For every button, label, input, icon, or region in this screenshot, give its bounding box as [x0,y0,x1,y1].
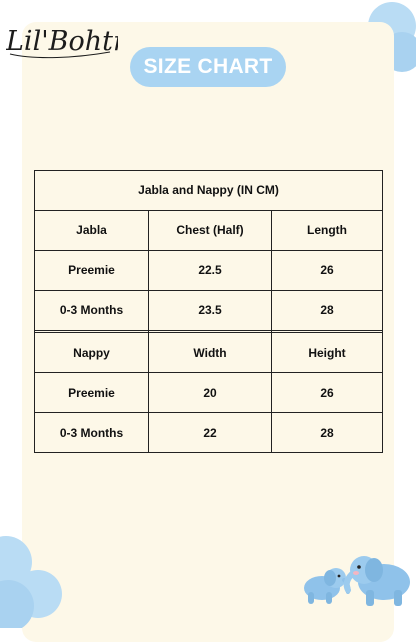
header-cell: Nappy [34,332,149,374]
size-label-cell: 0-3 Months [34,289,149,331]
value-cell: 22 [148,412,272,453]
table-header-row: Jabla Chest (Half) Length [34,209,384,251]
value-cell: 23.5 [148,289,272,331]
table-title: Jabla and Nappy (IN CM) [33,170,384,211]
size-chart-title: SIZE CHART [130,47,286,87]
brand-logo: Lil'Bohtre [6,26,118,59]
value-cell: 26 [270,249,384,291]
size-label-cell: Preemie [34,249,149,291]
header-cell: Height [270,332,384,374]
table-row: 0-3 Months 23.5 28 [34,289,384,331]
cloud-icon [0,536,62,628]
value-cell: 22.5 [148,249,272,291]
header-cell: Chest (Half) [148,209,272,251]
header-cell: Length [270,209,384,251]
value-cell: 20 [148,372,272,413]
table-row: Preemie 22.5 26 [34,249,384,291]
value-cell: 28 [270,412,384,453]
size-label-cell: Preemie [34,372,149,413]
elephant-icon [304,556,410,606]
baby-elephant [304,568,351,604]
table-row: 0-3 Months 22 28 [34,412,384,453]
adult-elephant [343,556,410,606]
brand-name: Lil'Bohtre [6,26,118,57]
header-cell: Width [148,332,272,374]
size-chart-table: Jabla and Nappy (IN CM) Jabla Chest (Hal… [33,170,384,453]
size-label-cell: 0-3 Months [34,412,149,453]
value-cell: 28 [270,289,384,331]
header-cell: Jabla [34,209,149,251]
value-cell: 26 [270,372,384,413]
table-title-row: Jabla and Nappy (IN CM) [33,170,384,211]
table-header-row: Nappy Width Height [34,332,384,374]
table-row: Preemie 20 26 [34,372,384,413]
